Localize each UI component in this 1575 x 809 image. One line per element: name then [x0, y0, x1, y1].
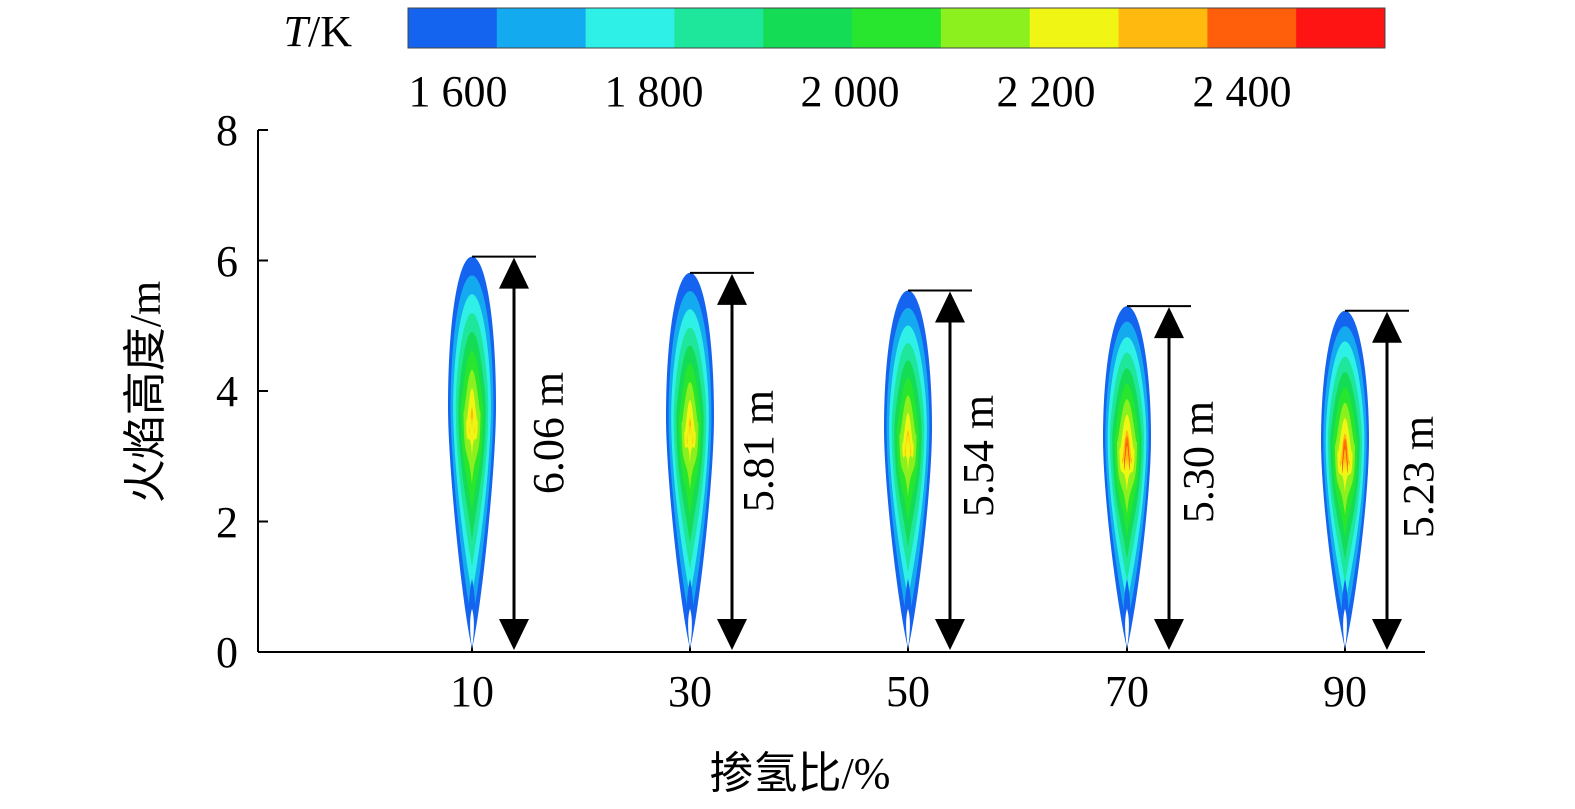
axes — [257, 129, 1425, 653]
arrowhead-up — [499, 257, 529, 289]
colorbar-title: T/K — [284, 7, 353, 56]
flame-band — [1123, 436, 1131, 471]
colorbar-swatch — [1207, 8, 1297, 48]
flame-band — [1121, 430, 1133, 470]
arrowhead-up — [935, 291, 965, 323]
arrowhead-down — [499, 619, 529, 650]
arrowhead-up — [1154, 307, 1184, 339]
colorbar-swatch — [852, 8, 942, 48]
arrowhead-up — [717, 273, 747, 305]
y-tick-label: 8 — [216, 106, 238, 155]
flame-nozzle-core — [906, 608, 910, 649]
height-label: 6.06 m — [524, 372, 573, 494]
colorbar-swatch — [1029, 8, 1120, 48]
colorbar-swatch — [1296, 8, 1386, 48]
flame-band — [1339, 433, 1351, 472]
y-tick-label: 0 — [216, 628, 238, 677]
colorbar-swatch — [674, 8, 764, 48]
x-tick-label: 90 — [1323, 667, 1367, 716]
colorbar-swatch — [585, 8, 675, 48]
flame-contour — [666, 272, 714, 649]
colorbar-tick-label: 2 000 — [801, 67, 900, 116]
height-label: 5.54 m — [954, 395, 1003, 517]
temperature-colorbar: T/K 1 600 1 800 2 000 2 200 2 400 — [284, 7, 1386, 116]
height-dimensions — [472, 255, 1409, 650]
flame-nozzle-core — [1343, 608, 1347, 649]
x-tick-label: 30 — [668, 667, 712, 716]
flame-band — [686, 416, 694, 445]
colorbar-tick-label: 2 400 — [1193, 67, 1292, 116]
flame-band — [1341, 438, 1349, 474]
y-tick-label: 4 — [216, 367, 238, 416]
y-tick-label: 6 — [216, 237, 238, 286]
height-label: 5.30 m — [1174, 401, 1223, 523]
flame-contours — [448, 256, 1369, 649]
height-dimension — [908, 289, 972, 650]
height-dimension — [1127, 305, 1191, 650]
arrowhead-down — [717, 619, 747, 650]
flame-nozzle-core — [470, 608, 474, 649]
x-tick-label: 50 — [886, 667, 930, 716]
x-axis-title: 掺氢比/% — [710, 749, 891, 798]
colorbar-swatch — [1118, 8, 1208, 48]
colorbar-swatch — [408, 8, 498, 48]
height-dimension — [472, 255, 536, 650]
colorbar-tick-label: 1 600 — [409, 67, 508, 116]
height-dimension — [1345, 309, 1409, 650]
height-label: 5.81 m — [734, 390, 783, 512]
colorbar-swatch — [940, 8, 1031, 48]
arrowhead-down — [935, 619, 965, 650]
flame-nozzle-core — [1125, 608, 1129, 649]
colorbar-tick-label: 1 800 — [605, 67, 704, 116]
y-tick-label: 2 — [216, 498, 238, 547]
arrowhead-down — [1154, 619, 1184, 650]
flame-nozzle-core — [688, 608, 692, 649]
flame-contour — [884, 290, 932, 649]
colorbar-swatch — [496, 8, 587, 48]
flame-contour — [1103, 306, 1151, 649]
x-tick-label: 10 — [450, 667, 494, 716]
flame-band — [904, 427, 912, 457]
height-dimension — [690, 271, 754, 650]
colorbar-title-unit: /K — [308, 7, 352, 56]
colorbar-frame — [407, 7, 1386, 49]
colorbar-title-symbol: T — [284, 7, 312, 56]
colorbar-tick-label: 2 200 — [997, 67, 1096, 116]
y-axis-title: 火焰高度/m — [121, 281, 170, 503]
arrowhead-down — [1372, 619, 1402, 650]
arrowhead-up — [1372, 311, 1402, 343]
height-label: 5.23 m — [1394, 416, 1443, 538]
flame-band — [468, 406, 476, 434]
x-tick-label: 70 — [1105, 667, 1149, 716]
flame-contour — [448, 256, 496, 649]
flame-contour — [1321, 310, 1369, 649]
colorbar-swatch — [763, 8, 853, 48]
